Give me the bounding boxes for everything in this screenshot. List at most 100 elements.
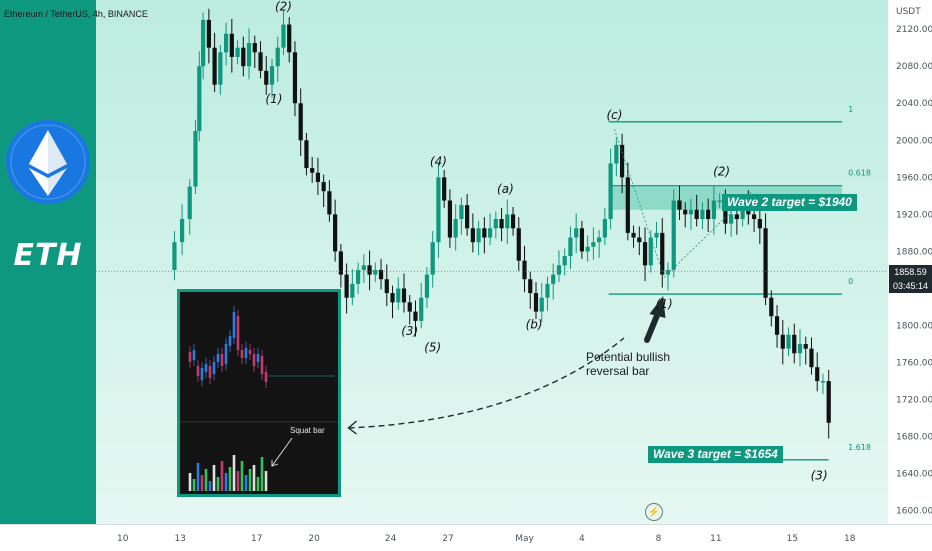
candle-body: [338, 251, 343, 275]
inset-volume-bar: [196, 463, 200, 491]
x-tick-label: 13: [174, 534, 185, 544]
candle-body: [436, 177, 441, 243]
candle-body: [465, 205, 470, 229]
squat-bar-pointer-head: [271, 460, 279, 467]
inset-candle-body: [248, 350, 252, 354]
x-tick-label: May: [515, 534, 534, 544]
candle-body: [476, 228, 481, 243]
lightning-icon[interactable]: ⚡: [645, 503, 663, 521]
y-tick-label: 1920.00: [896, 210, 932, 220]
candle-body: [327, 191, 332, 215]
wave-label: (1): [265, 92, 282, 106]
wave-label: (5): [424, 340, 441, 354]
y-tick-label: 1880.00: [896, 247, 932, 257]
reversal-pointer-arrow: [643, 309, 662, 343]
candle-body: [367, 265, 372, 275]
candle-body: [447, 200, 453, 238]
candle-body: [729, 214, 734, 224]
candle-body: [413, 311, 418, 321]
candle-body: [648, 237, 653, 266]
candle-body: [694, 209, 699, 220]
candle-body: [574, 228, 579, 238]
x-tick-label: 8: [656, 534, 662, 544]
y-tick-label: 1960.00: [896, 173, 932, 183]
inset-volume-bar: [260, 457, 264, 491]
candle-body: [235, 47, 240, 57]
y-tick-label: 1800.00: [896, 322, 932, 332]
fib-level-label: 1: [848, 105, 853, 114]
candle-body: [193, 131, 198, 187]
candle-body: [197, 66, 202, 132]
candle-body: [815, 367, 820, 382]
candle-body: [430, 242, 435, 275]
y-tick-label: 1640.00: [896, 470, 932, 480]
x-tick-label: 15: [787, 534, 798, 544]
candle-body: [172, 242, 177, 270]
inset-volume-bar: [248, 469, 252, 491]
inset-mini-chart: [180, 306, 338, 491]
reversal-note-line-1: Potential bullish: [586, 350, 671, 364]
inset-volume-bar: [224, 473, 228, 491]
bar-countdown: 03:45:14: [892, 281, 929, 291]
inset-volume-bar: [240, 461, 244, 491]
candle-body: [539, 297, 544, 312]
inset-candle-body: [228, 336, 232, 346]
inset-volume-bar: [220, 461, 224, 491]
candle-body: [706, 209, 711, 220]
candle-body: [751, 214, 757, 220]
inset-candle-body: [232, 312, 236, 338]
price-axis[interactable]: [888, 0, 932, 524]
candle-body: [304, 140, 309, 169]
candles: [172, 8, 831, 439]
candle-body: [459, 205, 464, 220]
candle-body: [321, 181, 326, 192]
wave-label: (4): [430, 154, 447, 168]
inset-candle-body: [188, 352, 192, 362]
candle-body: [499, 219, 504, 229]
wave-label: (b): [526, 317, 543, 331]
candle-body: [344, 274, 349, 298]
y-tick-label: 2120.00: [896, 25, 932, 35]
candle-body: [654, 232, 659, 238]
candle-body: [688, 209, 694, 215]
candle-body: [407, 302, 412, 312]
candle-body: [820, 381, 826, 383]
candle-body: [551, 274, 556, 284]
candle-body: [717, 200, 722, 202]
inset-candle-body: [240, 350, 244, 358]
eth-brand-band: ETH: [0, 0, 96, 524]
wave-label: (c): [606, 108, 622, 122]
candle-body: [396, 288, 401, 303]
inset-volume-bar: [216, 477, 220, 491]
candle-body: [223, 33, 229, 53]
candle-body: [378, 269, 384, 280]
wave2-target-label: Wave 2 target = $1940: [722, 194, 857, 211]
fib-level-label: 0: [848, 277, 853, 286]
candle-body: [826, 381, 831, 423]
inset-volume-bar: [236, 471, 240, 491]
candle-body: [229, 33, 234, 57]
inset-candle-body: [224, 344, 228, 364]
candle-body: [642, 242, 648, 266]
current-price-value: 1858.59: [894, 267, 927, 277]
current-price-tag: 1858.59 03:45:14: [889, 265, 932, 293]
wave-dashed-lines: [347, 129, 753, 435]
candle-body: [591, 242, 596, 247]
inset-candle-body: [200, 368, 204, 380]
candle-body: [258, 52, 263, 71]
candle-body: [734, 214, 739, 220]
candle-body: [292, 52, 298, 104]
candle-body: [677, 200, 682, 210]
candle-body: [246, 43, 252, 67]
inset-candle-body: [264, 372, 268, 382]
time-axis[interactable]: [0, 524, 932, 551]
fib-levels: 1 0.618 0 1.618: [608, 105, 871, 461]
wave3-target-label: Wave 3 target = $1654: [648, 446, 783, 463]
x-tick-label: 10: [117, 534, 129, 544]
inset-volume-bar: [228, 467, 232, 491]
x-tick-label: 24: [385, 534, 397, 544]
eth-logo-text: ETH: [13, 238, 83, 273]
inset-volume-bar: [244, 475, 248, 491]
candle-body: [179, 219, 185, 243]
